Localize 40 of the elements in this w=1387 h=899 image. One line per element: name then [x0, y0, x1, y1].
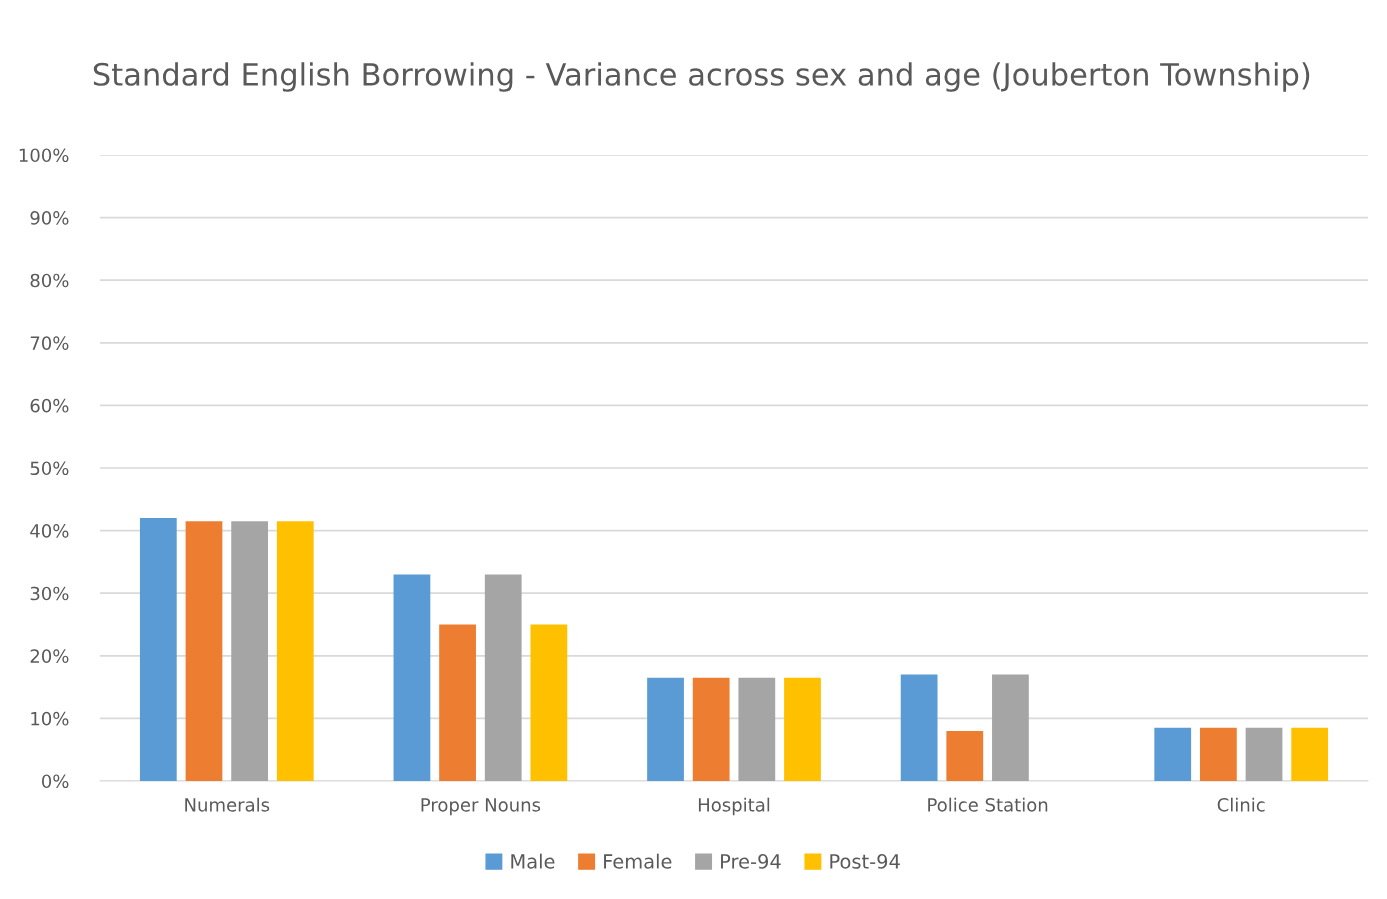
bar [647, 677, 684, 781]
chart-title: Standard English Borrowing - Variance across sex and age (Jouberton Township) [93, 62, 1310, 92]
bar [946, 730, 984, 781]
bar [231, 521, 269, 781]
y-tick-label: 0% [41, 774, 69, 789]
bar [900, 674, 938, 781]
x-tick-label: Hospital [698, 797, 770, 816]
y-tick-label: 60% [30, 398, 69, 413]
bar [276, 521, 314, 781]
legend-label: Male [511, 853, 555, 869]
x-tick-label: Numerals [185, 797, 270, 812]
bar [992, 674, 1029, 781]
bar [784, 677, 821, 781]
bar [1291, 727, 1329, 781]
bar [530, 624, 568, 781]
y-tick-label: 50% [30, 461, 69, 476]
y-tick-label: 90% [30, 211, 69, 225]
bar [738, 677, 776, 781]
x-tick-label: Proper Nouns [421, 798, 541, 816]
legend-label: Female [604, 853, 672, 869]
x-tick-label: Clinic [1217, 797, 1265, 812]
y-tick-label: 20% [30, 649, 69, 663]
x-tick-label: Police Station [928, 797, 1048, 812]
legend-label: Post-94 [830, 854, 900, 869]
bar [185, 521, 223, 781]
y-tick-label: 70% [30, 336, 69, 350]
legend-label: Pre-94 [721, 854, 781, 869]
y-tick-label: 40% [30, 524, 69, 538]
bar [484, 574, 522, 781]
bar [439, 624, 476, 781]
bar [692, 677, 730, 781]
bar [1245, 727, 1283, 781]
bar [1199, 727, 1237, 781]
y-tick-label: 100% [19, 148, 69, 163]
y-tick-label: 10% [31, 711, 69, 726]
y-tick-label: 30% [30, 586, 69, 601]
bar [139, 518, 177, 781]
bar [393, 574, 431, 781]
y-tick-label: 80% [30, 273, 69, 288]
bar [1154, 727, 1192, 781]
